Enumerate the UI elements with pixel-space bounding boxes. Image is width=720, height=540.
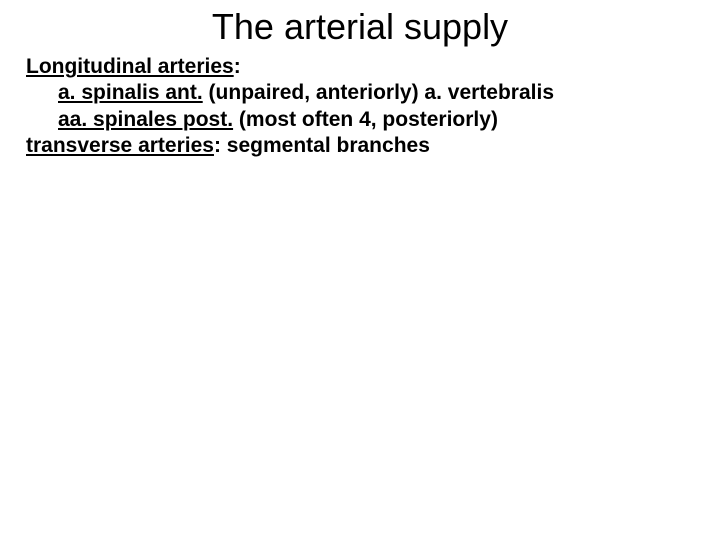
slide: The arterial supply Longitudinal arterie…: [0, 0, 720, 540]
slide-body: Longitudinal arteries: a. spinalis ant. …: [0, 48, 720, 159]
term-vertebralis: a. vertebralis: [424, 81, 554, 104]
colon-1: :: [234, 55, 241, 78]
longitudinal-heading: Longitudinal arteries: [26, 55, 234, 78]
transverse-heading: transverse arteries: [26, 134, 214, 157]
line-3-rest: (most often 4, posteriorly): [233, 108, 498, 131]
term-spinalis-ant: a. spinalis ant.: [58, 81, 203, 104]
line-2-rest: (unpaired, anteriorly): [203, 81, 425, 104]
term-spinales-post: aa. spinales post.: [58, 108, 233, 131]
line-3: aa. spinales post. (most often 4, poster…: [26, 107, 694, 133]
line-1: Longitudinal arteries:: [26, 54, 694, 80]
slide-title: The arterial supply: [0, 0, 720, 48]
line-2: a. spinalis ant. (unpaired, anteriorly) …: [26, 80, 694, 106]
line-4: transverse arteries: segmental branches: [26, 133, 694, 159]
line-4-rest: : segmental branches: [214, 134, 430, 157]
